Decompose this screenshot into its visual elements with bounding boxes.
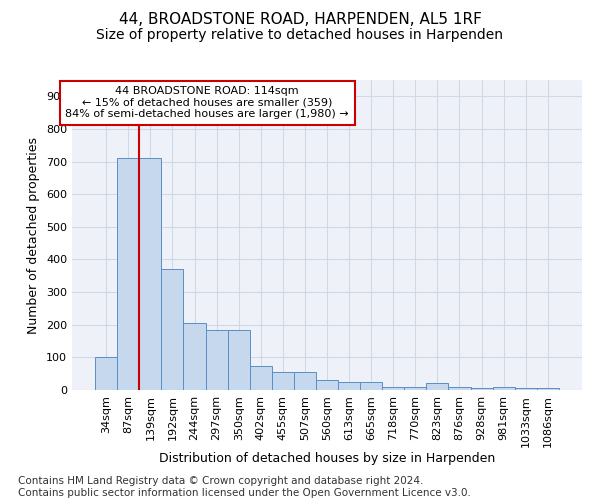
Bar — [537, 388, 559, 390]
Text: 44, BROADSTONE ROAD, HARPENDEN, AL5 1RF: 44, BROADSTONE ROAD, HARPENDEN, AL5 1RF — [119, 12, 481, 28]
Text: Size of property relative to detached houses in Harpenden: Size of property relative to detached ho… — [97, 28, 503, 42]
Bar — [161, 270, 184, 390]
Bar — [184, 323, 206, 390]
Bar — [294, 372, 316, 390]
Bar — [117, 158, 139, 390]
Bar — [448, 386, 470, 390]
Bar — [427, 384, 448, 390]
Bar — [316, 380, 338, 390]
Y-axis label: Number of detached properties: Number of detached properties — [28, 136, 40, 334]
Bar — [470, 388, 493, 390]
Text: Contains HM Land Registry data © Crown copyright and database right 2024.
Contai: Contains HM Land Registry data © Crown c… — [18, 476, 471, 498]
Bar — [95, 358, 117, 390]
Bar — [250, 366, 272, 390]
Bar — [404, 386, 427, 390]
Bar — [360, 382, 382, 390]
Bar — [139, 158, 161, 390]
Text: 44 BROADSTONE ROAD: 114sqm
← 15% of detached houses are smaller (359)
84% of sem: 44 BROADSTONE ROAD: 114sqm ← 15% of deta… — [65, 86, 349, 120]
Bar — [338, 382, 360, 390]
Bar — [227, 330, 250, 390]
Bar — [206, 330, 227, 390]
Bar — [493, 386, 515, 390]
Bar — [272, 372, 294, 390]
Bar — [382, 386, 404, 390]
Bar — [515, 388, 537, 390]
X-axis label: Distribution of detached houses by size in Harpenden: Distribution of detached houses by size … — [159, 452, 495, 466]
